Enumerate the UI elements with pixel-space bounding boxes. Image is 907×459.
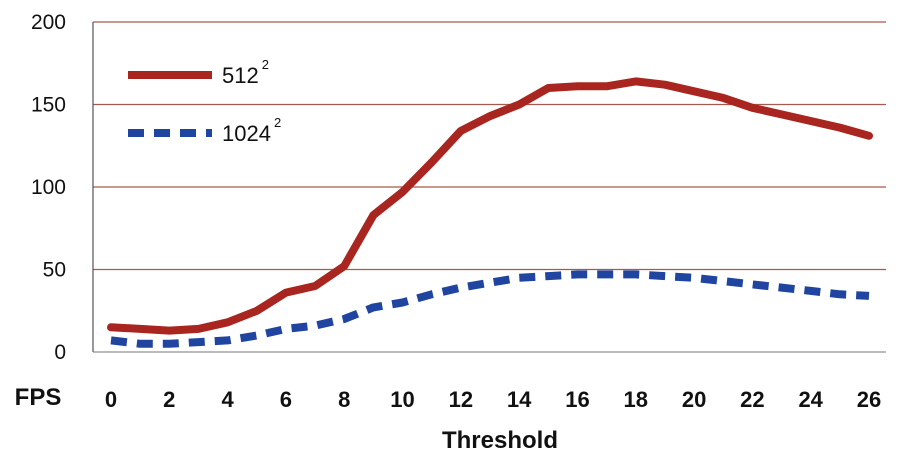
- x-tick-label: 22: [740, 387, 764, 412]
- legend-label-superscript: 2: [274, 115, 281, 130]
- legend-label-superscript: 2: [262, 57, 269, 72]
- x-tick-label: 24: [798, 387, 823, 412]
- series-lines: [107, 77, 873, 348]
- x-tick-label: 10: [390, 387, 414, 412]
- y-tick-labels: 0 50 100 150 200: [31, 11, 66, 364]
- x-tick-label: 4: [221, 387, 234, 412]
- legend-label: 512: [222, 63, 259, 88]
- x-tick-label: 8: [338, 387, 350, 412]
- x-axis-label: Threshold: [442, 427, 558, 454]
- y-tick-label: 150: [31, 94, 66, 117]
- y-tick-label: 0: [54, 341, 66, 364]
- y-tick-label: 200: [31, 11, 66, 34]
- legend-label: 1024: [222, 121, 271, 146]
- y-axis-label: FPS: [15, 384, 62, 411]
- x-tick-label: 12: [449, 387, 473, 412]
- y-tick-label: 100: [31, 176, 66, 199]
- x-tick-label: 20: [682, 387, 706, 412]
- x-tick-label: 2: [163, 387, 175, 412]
- x-tick-label: 16: [565, 387, 589, 412]
- series-line-1024: [110, 270, 870, 348]
- y-tick-label: 50: [43, 259, 66, 282]
- series-line-512: [107, 77, 873, 335]
- x-tick-label: 14: [507, 387, 532, 412]
- x-tick-label: 26: [857, 387, 881, 412]
- gridlines: [92, 21, 886, 353]
- x-tick-label: 18: [624, 387, 648, 412]
- x-tick-label: 6: [280, 387, 292, 412]
- x-tick-label: 0: [105, 387, 117, 412]
- x-tick-labels: 0 2 4 6 8 10 12 14 16 18 20 22 24 26: [105, 387, 881, 412]
